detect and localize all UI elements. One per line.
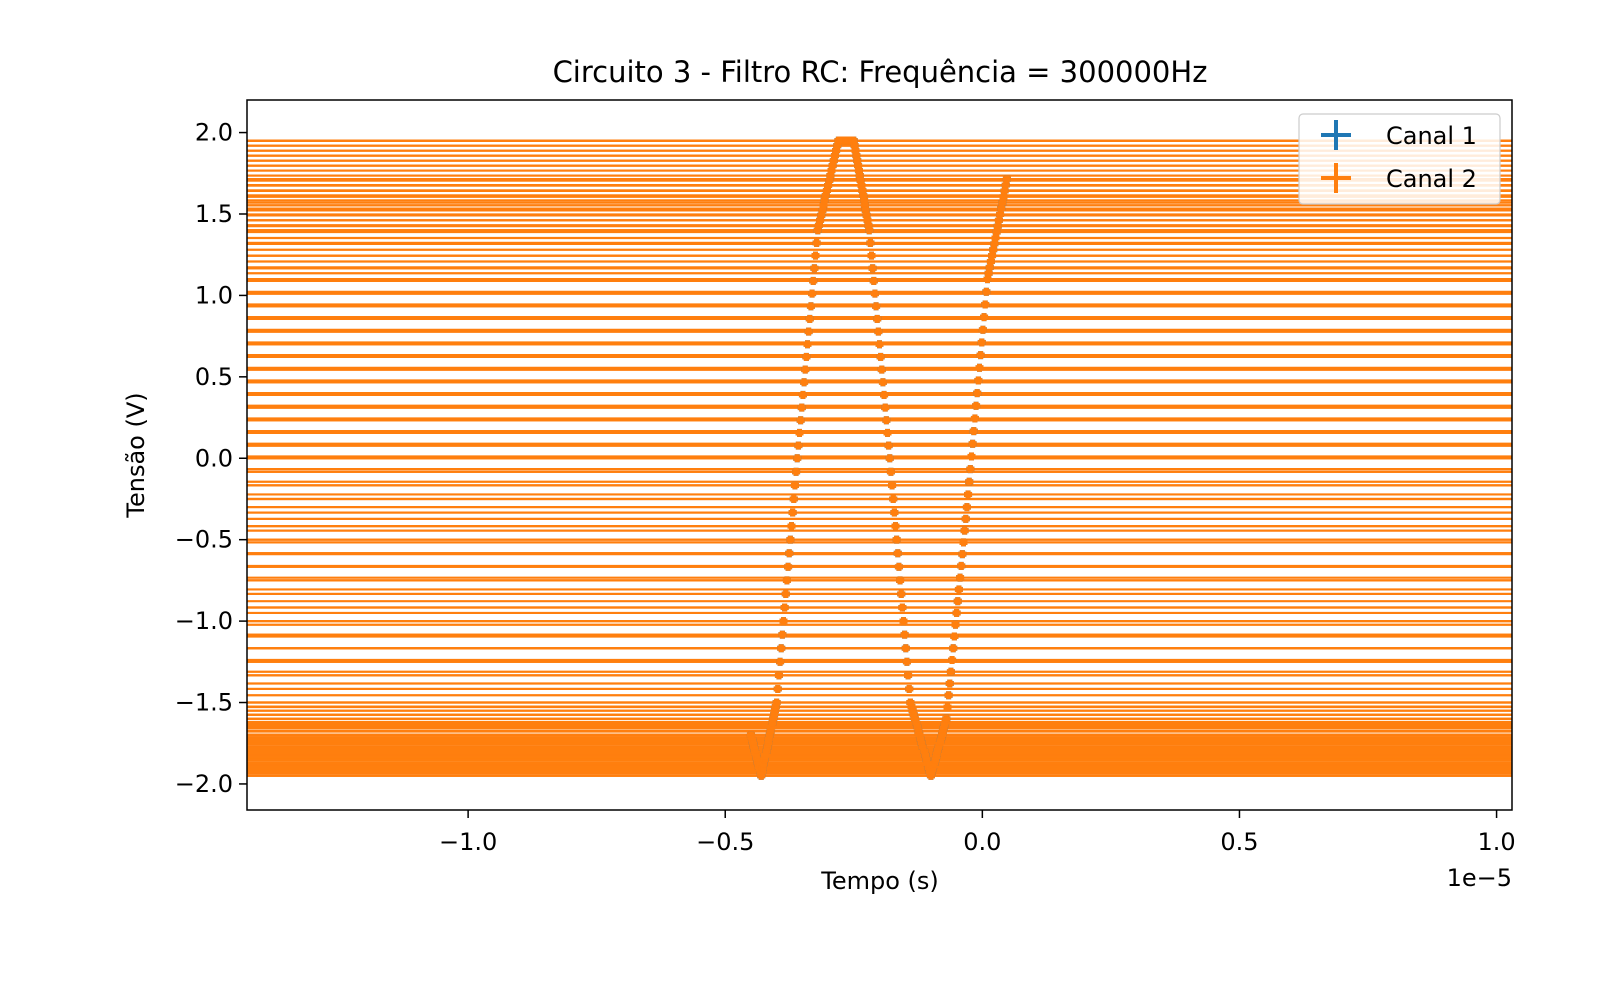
y-tick-label: 1.0: [195, 281, 233, 309]
y-axis-ticks: 2.0 1.5 1.0 0.5 0.0 −0.5 −1.0 −1.5 −2.0: [175, 119, 247, 798]
y-tick-label: −1.0: [175, 607, 233, 635]
x-axis-offset-text: 1e−5: [1447, 864, 1512, 892]
axes-frame: [246, 99, 1513, 811]
y-tick-label: −1.5: [175, 689, 233, 717]
x-tick-label: 0.0: [963, 828, 1001, 856]
y-tick-label: 0.5: [195, 363, 233, 391]
y-tick-label: 0.0: [195, 444, 233, 472]
legend-marker-canal-2: [1321, 163, 1351, 193]
plot-area: [247, 136, 1512, 780]
legend-label-canal-1: Canal 1: [1386, 122, 1477, 150]
y-axis-label: Tensão (V): [122, 392, 150, 518]
legend: Canal 1 Canal 2: [1298, 113, 1501, 205]
errorbar-layer: [247, 139, 1512, 777]
y-tick-label: 1.5: [195, 200, 233, 228]
y-tick-label: −0.5: [175, 526, 233, 554]
legend-marker-canal-1: [1321, 120, 1351, 150]
y-tick-label: 2.0: [195, 119, 233, 147]
y-tick-label: −2.0: [175, 770, 233, 798]
x-tick-label: −0.5: [696, 828, 754, 856]
x-axis-label: Tempo (s): [820, 867, 939, 895]
chart-title: Circuito 3 - Filtro RC: Frequência = 300…: [553, 55, 1208, 89]
x-tick-label: −1.0: [439, 828, 497, 856]
legend-label-canal-2: Canal 2: [1386, 165, 1477, 193]
x-axis-ticks: −1.0 −0.5 0.0 0.5 1.0: [439, 810, 1516, 856]
marker-layer: [746, 136, 1011, 780]
x-tick-label: 1.0: [1477, 828, 1515, 856]
x-tick-label: 0.5: [1220, 828, 1258, 856]
